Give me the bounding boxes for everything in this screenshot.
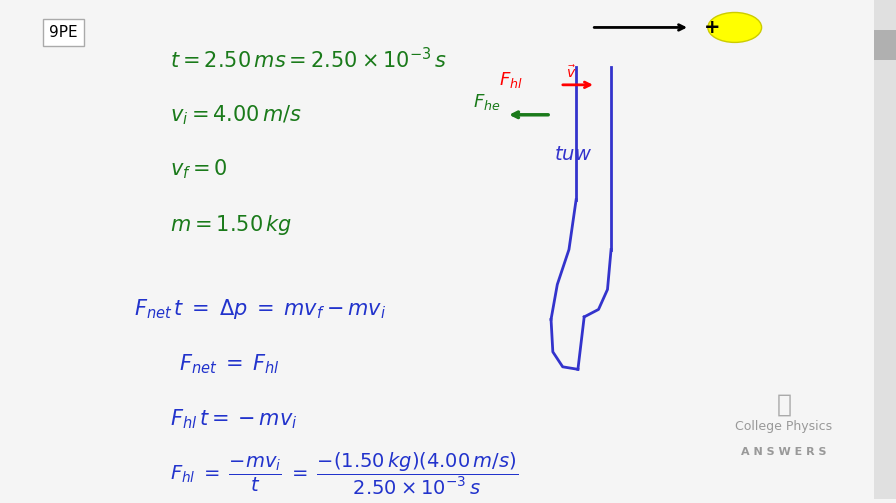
Text: $\mathit{tuw}$: $\mathit{tuw}$ — [555, 145, 592, 164]
Text: $v_f = 0$: $v_f = 0$ — [170, 158, 228, 182]
Text: $F_{net} \;=\; F_{hl}$: $F_{net} \;=\; F_{hl}$ — [179, 353, 280, 376]
Text: 9PE: 9PE — [49, 25, 78, 40]
Text: A N S W E R S: A N S W E R S — [741, 447, 827, 457]
Text: College Physics: College Physics — [736, 420, 832, 433]
Text: $m = 1.50\,kg$: $m = 1.50\,kg$ — [170, 213, 293, 236]
Bar — [874, 0, 896, 499]
Text: $F_{he}$: $F_{he}$ — [473, 93, 500, 112]
Text: $F_{hl}\,t = -mv_i$: $F_{hl}\,t = -mv_i$ — [170, 407, 297, 431]
Text: $v_i = 4.00\,m/s$: $v_i = 4.00\,m/s$ — [170, 103, 303, 127]
Text: $\vec{v}$: $\vec{v}$ — [566, 64, 577, 80]
Text: $F_{hl}$: $F_{hl}$ — [499, 70, 522, 90]
Bar — [874, 30, 896, 60]
Circle shape — [708, 13, 762, 42]
Text: $F_{net}\, t \;=\; \Delta p \;=\; mv_f - mv_i$: $F_{net}\, t \;=\; \Delta p \;=\; mv_f -… — [134, 297, 387, 321]
Text: $F_{hl} \;=\; \dfrac{-mv_i}{t} \;=\; \dfrac{-(1.50\,kg)(4.00\,m/s)}{2.50 \times : $F_{hl} \;=\; \dfrac{-mv_i}{t} \;=\; \df… — [170, 451, 519, 497]
Text: $t = 2.50\,ms = 2.50 \times 10^{-3}\,s$: $t = 2.50\,ms = 2.50 \times 10^{-3}\,s$ — [170, 47, 448, 72]
Text: +: + — [704, 18, 720, 37]
Text: 🎓: 🎓 — [777, 392, 791, 416]
